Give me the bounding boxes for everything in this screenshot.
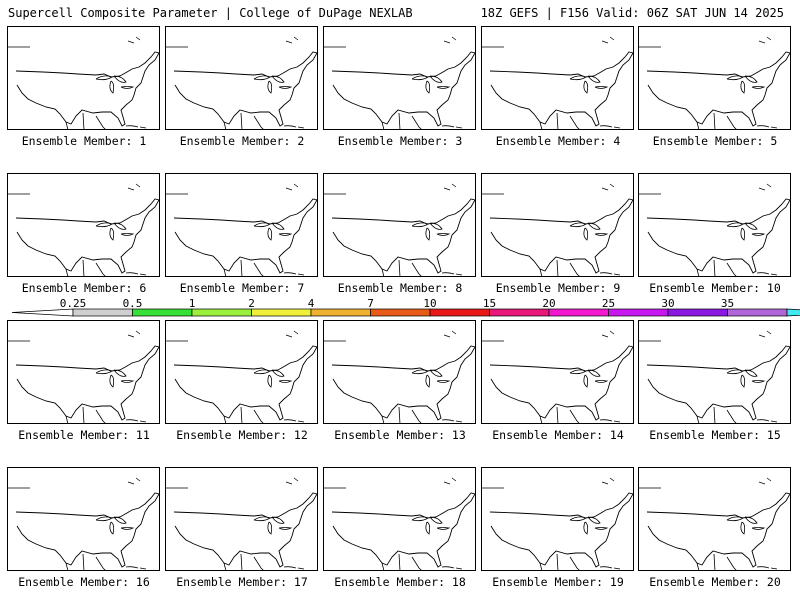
us-map-background [482,183,633,276]
ensemble-member-label: Ensemble Member: 6 [21,281,147,295]
ensemble-member-label: Ensemble Member: 20 [649,575,781,589]
colorbar-segment [132,308,193,317]
colorbar-tick-label: 15 [482,297,497,310]
ensemble-map-panel [7,320,160,424]
us-map-background [639,477,790,570]
colorbar-segment [251,308,312,317]
ensemble-member-label: Ensemble Member: 11 [18,428,150,442]
us-map-background [639,36,790,129]
ensemble-member-label: Ensemble Member: 14 [492,428,624,442]
ensemble-map-panel [7,173,160,277]
colorbar-under-arrow [11,308,74,317]
us-map-background [8,330,159,423]
colorbar-tick-label: 10 [423,297,437,310]
ensemble-member-label: Ensemble Member: 2 [179,134,305,148]
ensemble-member-label: Ensemble Member: 9 [495,281,621,295]
ensemble-map-panel [638,467,791,571]
ensemble-map-panel [481,26,634,130]
map-title: Supercell Composite Parameter | College … [8,6,413,20]
ensemble-map-panel [481,173,634,277]
ensemble-map-panel [323,173,476,277]
colorbar-tick-label: 1 [188,297,196,310]
ensemble-member-label: Ensemble Member: 3 [337,134,463,148]
ensemble-member-label: Ensemble Member: 15 [649,428,781,442]
us-map-background [324,330,475,423]
ensemble-map-panel [7,26,160,130]
us-map-background [324,183,475,276]
us-map-background [166,36,317,129]
ensemble-map-panel [165,173,318,277]
us-map-background [324,477,475,570]
colorbar-segment [310,308,371,317]
colorbar-segment [727,308,788,317]
colorbar-tick-label: 25 [601,297,616,310]
ensemble-map-panel [7,467,160,571]
colorbar-tick-label: 30 [661,297,675,310]
ensemble-member-label: Ensemble Member: 8 [337,281,463,295]
us-map-background [166,477,317,570]
colorbar-segment [548,308,609,317]
colorbar-segment [72,308,133,317]
ensemble-member-label: Ensemble Member: 7 [179,281,305,295]
ensemble-map-panel [165,320,318,424]
us-map-background [482,330,633,423]
color-scale-bar [11,308,800,317]
ensemble-member-label: Ensemble Member: 1 [21,134,147,148]
colorbar-tick-label: 20 [542,297,556,310]
ensemble-member-label: Ensemble Member: 5 [652,134,778,148]
us-map-background [8,183,159,276]
colorbar-segment [429,308,490,317]
us-map-background [8,477,159,570]
colorbar-segment [608,308,669,317]
colorbar-segment [489,308,550,317]
ensemble-map-panel [481,320,634,424]
colorbar-over-arrow [786,308,800,317]
ensemble-map-panel [165,467,318,571]
us-map-background [639,183,790,276]
ensemble-map-panel [638,173,791,277]
colorbar-tick-label: 2 [248,297,255,310]
ensemble-member-label: Ensemble Member: 4 [495,134,621,148]
colorbar-tick-label: 4 [307,297,315,310]
ensemble-map-panel [323,320,476,424]
colorbar-tick-label: 35 [720,297,735,310]
ensemble-map-panel [323,26,476,130]
colorbar-segment [667,308,728,317]
us-map-background [166,330,317,423]
ensemble-member-label: Ensemble Member: 19 [492,575,624,589]
colorbar-segment [370,308,431,317]
colorbar-tick-label: 0.25 [59,297,87,310]
us-map-background [166,183,317,276]
ensemble-map-panel [165,26,318,130]
ensemble-map-panel [323,467,476,571]
colorbar-tick-label: 7 [367,297,374,310]
ensemble-map-panel [481,467,634,571]
colorbar-tick-label: 0.5 [122,297,143,310]
colorbar-segment [191,308,252,317]
ensemble-member-label: Ensemble Member: 16 [18,575,150,589]
us-map-background [8,36,159,129]
us-map-background [482,36,633,129]
ensemble-member-label: Ensemble Member: 18 [334,575,466,589]
run-valid-time: 18Z GEFS | F156 Valid: 06Z SAT JUN 14 20… [480,6,784,20]
us-map-background [482,477,633,570]
us-map-background [639,330,790,423]
ensemble-member-label: Ensemble Member: 17 [176,575,308,589]
ensemble-member-label: Ensemble Member: 12 [176,428,308,442]
ensemble-map-panel [638,26,791,130]
ensemble-map-panel [638,320,791,424]
ensemble-member-label: Ensemble Member: 10 [649,281,781,295]
us-map-background [324,36,475,129]
ensemble-member-label: Ensemble Member: 13 [334,428,466,442]
